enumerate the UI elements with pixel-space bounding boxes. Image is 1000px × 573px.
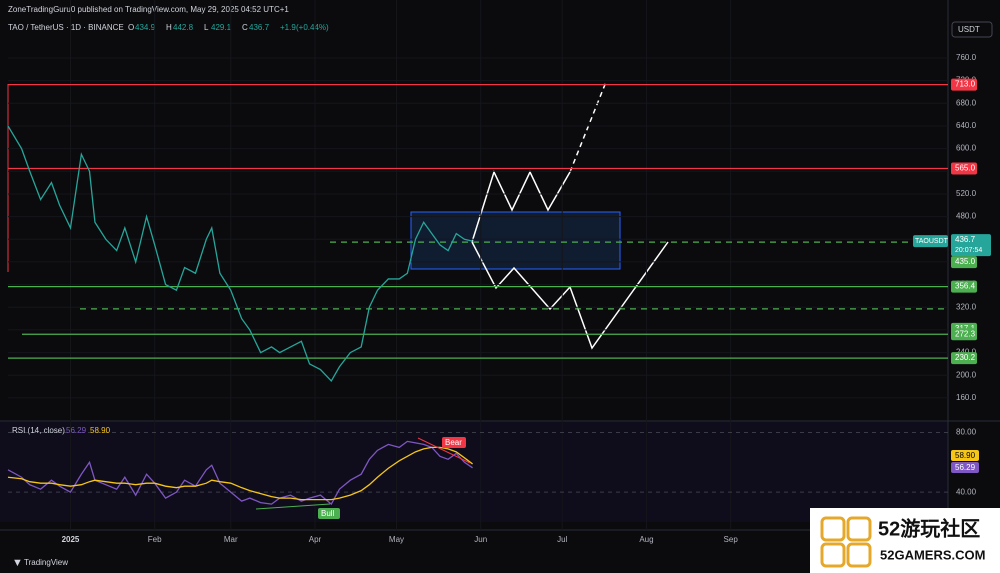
change-pct: (+0.44%) xyxy=(296,23,329,32)
level-label: 565.0 xyxy=(955,164,976,173)
rsi-badge-label: 56.29 xyxy=(955,463,976,472)
series-line xyxy=(7,125,473,382)
x-tick-label: Mar xyxy=(224,535,238,544)
ohlc-readout: O 434.9 H 442.8 L 429.1 C 436.7 +1.9 (+0.44%) xyxy=(128,23,329,32)
plot: 160.0200.0240.0280.0320.0360.0400.0440.0… xyxy=(7,0,991,544)
ohlc-key: O xyxy=(128,23,134,32)
rsi-ma-readout: 58.90 xyxy=(90,426,111,435)
level-label: 713.0 xyxy=(955,80,976,89)
last-price-badge xyxy=(951,234,991,257)
x-tick-label: Jun xyxy=(474,535,487,544)
ohlc-key: H xyxy=(166,23,172,32)
ma-badge xyxy=(951,450,979,461)
rsi-tick-label: 80.00 xyxy=(956,428,977,437)
ohlc-value: 429.1 xyxy=(211,23,232,32)
bear-tag xyxy=(442,437,466,448)
ma-badge-label: 58.90 xyxy=(955,451,976,460)
logo-mark: ▼ xyxy=(12,557,23,569)
y-tick-label: 160.0 xyxy=(956,393,977,402)
x-tick-label: Apr xyxy=(309,535,322,544)
level-badge xyxy=(951,256,977,269)
ohlc-key: C xyxy=(242,23,248,32)
x-tick-label: 2025 xyxy=(62,535,80,544)
y-tick-label: 640.0 xyxy=(956,121,977,130)
ohlc-value: 442.8 xyxy=(173,23,194,32)
divergence-line xyxy=(417,437,471,464)
watermark-icon xyxy=(846,542,872,568)
level-badge xyxy=(951,280,977,293)
level-label: 272.3 xyxy=(955,329,976,338)
y-tick-label: 200.0 xyxy=(956,370,977,379)
rsi-readout: 56.29 xyxy=(66,426,87,435)
x-tick-label: Jul xyxy=(557,535,567,544)
divergence-line xyxy=(255,503,331,510)
publisher: ZoneTradingGuru0 published on TradingVie… xyxy=(8,5,289,14)
bull-projection xyxy=(471,169,571,243)
x-tick-label: Aug xyxy=(639,535,653,544)
bull-target-projection xyxy=(569,81,607,173)
currency-button[interactable] xyxy=(951,21,993,38)
level-label: 230.2 xyxy=(955,353,976,362)
rsi-pane xyxy=(0,422,948,522)
level-label: 356.4 xyxy=(955,282,976,291)
bear-projection xyxy=(471,241,669,350)
rsi-badge xyxy=(951,462,979,473)
watermark-title: 52游玩社区 xyxy=(878,516,980,540)
brand: TradingView xyxy=(24,558,68,567)
change: +1.9 xyxy=(280,23,296,32)
x-tick-label: Feb xyxy=(148,535,162,544)
bull-label: Bull xyxy=(321,509,335,518)
y-tick-label: 520.0 xyxy=(956,189,977,198)
y-tick-label: 480.0 xyxy=(956,212,977,221)
rsi-title: RSI (14, close) xyxy=(12,426,65,435)
consolidation-box xyxy=(410,211,621,270)
series-line xyxy=(7,446,473,501)
ohlc-value: 434.9 xyxy=(135,23,156,32)
y-tick-label: 600.0 xyxy=(956,144,977,153)
x-tick-label: May xyxy=(389,535,404,544)
y-tick-label: 760.0 xyxy=(956,53,977,62)
level-badge xyxy=(951,352,977,365)
watermark-icon xyxy=(820,542,846,568)
symbol: TAO / TetherUS · 1D · BINANCE xyxy=(8,23,124,32)
bear-label: Bear xyxy=(445,438,462,447)
last-price: 436.7 xyxy=(955,235,976,244)
ohlc-key: L xyxy=(204,23,209,32)
watermark-icon xyxy=(846,516,872,542)
ohlc-value: 436.7 xyxy=(249,23,270,32)
y-tick-label: 320.0 xyxy=(956,302,977,311)
currency[interactable]: USDT xyxy=(958,25,980,34)
level-badge xyxy=(951,78,977,91)
level-label: 435.0 xyxy=(955,257,976,266)
level-badge xyxy=(951,162,977,175)
ticker: TAOUSDT xyxy=(915,238,949,245)
watermark-site: 52GAMERS.COM xyxy=(880,547,985,562)
rsi-tick-label: 40.00 xyxy=(956,487,977,496)
x-tick-label: Sep xyxy=(724,535,739,544)
countdown: 20:07:54 xyxy=(955,247,982,254)
ticker-badge xyxy=(913,235,948,248)
footer-bar xyxy=(0,554,1000,573)
series-line xyxy=(7,440,473,506)
watermark-icon xyxy=(820,516,846,542)
y-tick-label: 680.0 xyxy=(956,98,977,107)
level-badge xyxy=(951,328,977,341)
bull-tag xyxy=(318,508,340,519)
